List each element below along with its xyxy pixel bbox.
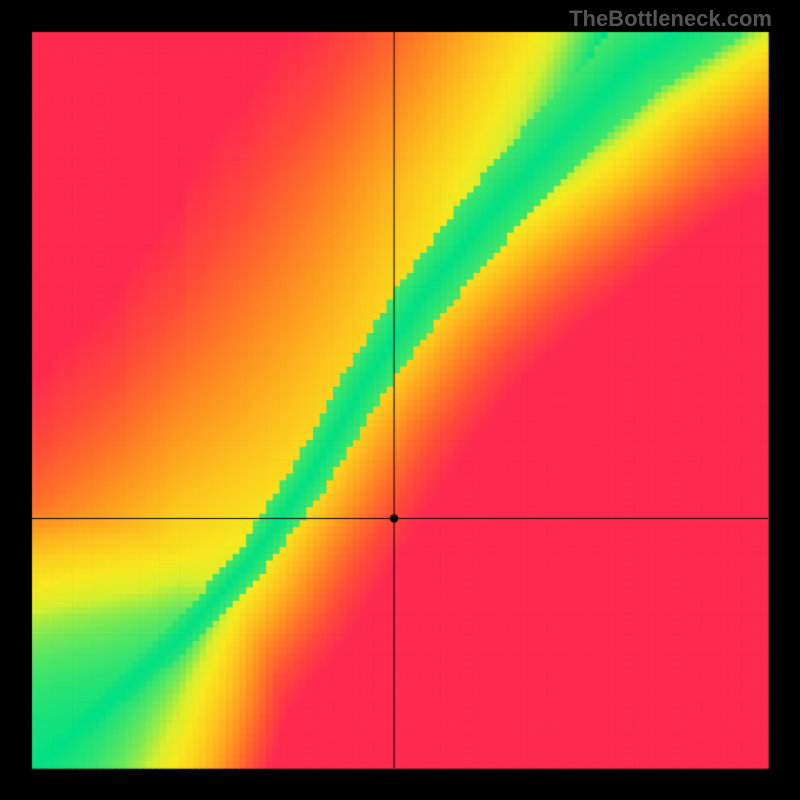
watermark-text: TheBottleneck.com bbox=[569, 6, 772, 32]
bottleneck-heatmap bbox=[0, 0, 800, 800]
chart-container: TheBottleneck.com bbox=[0, 0, 800, 800]
